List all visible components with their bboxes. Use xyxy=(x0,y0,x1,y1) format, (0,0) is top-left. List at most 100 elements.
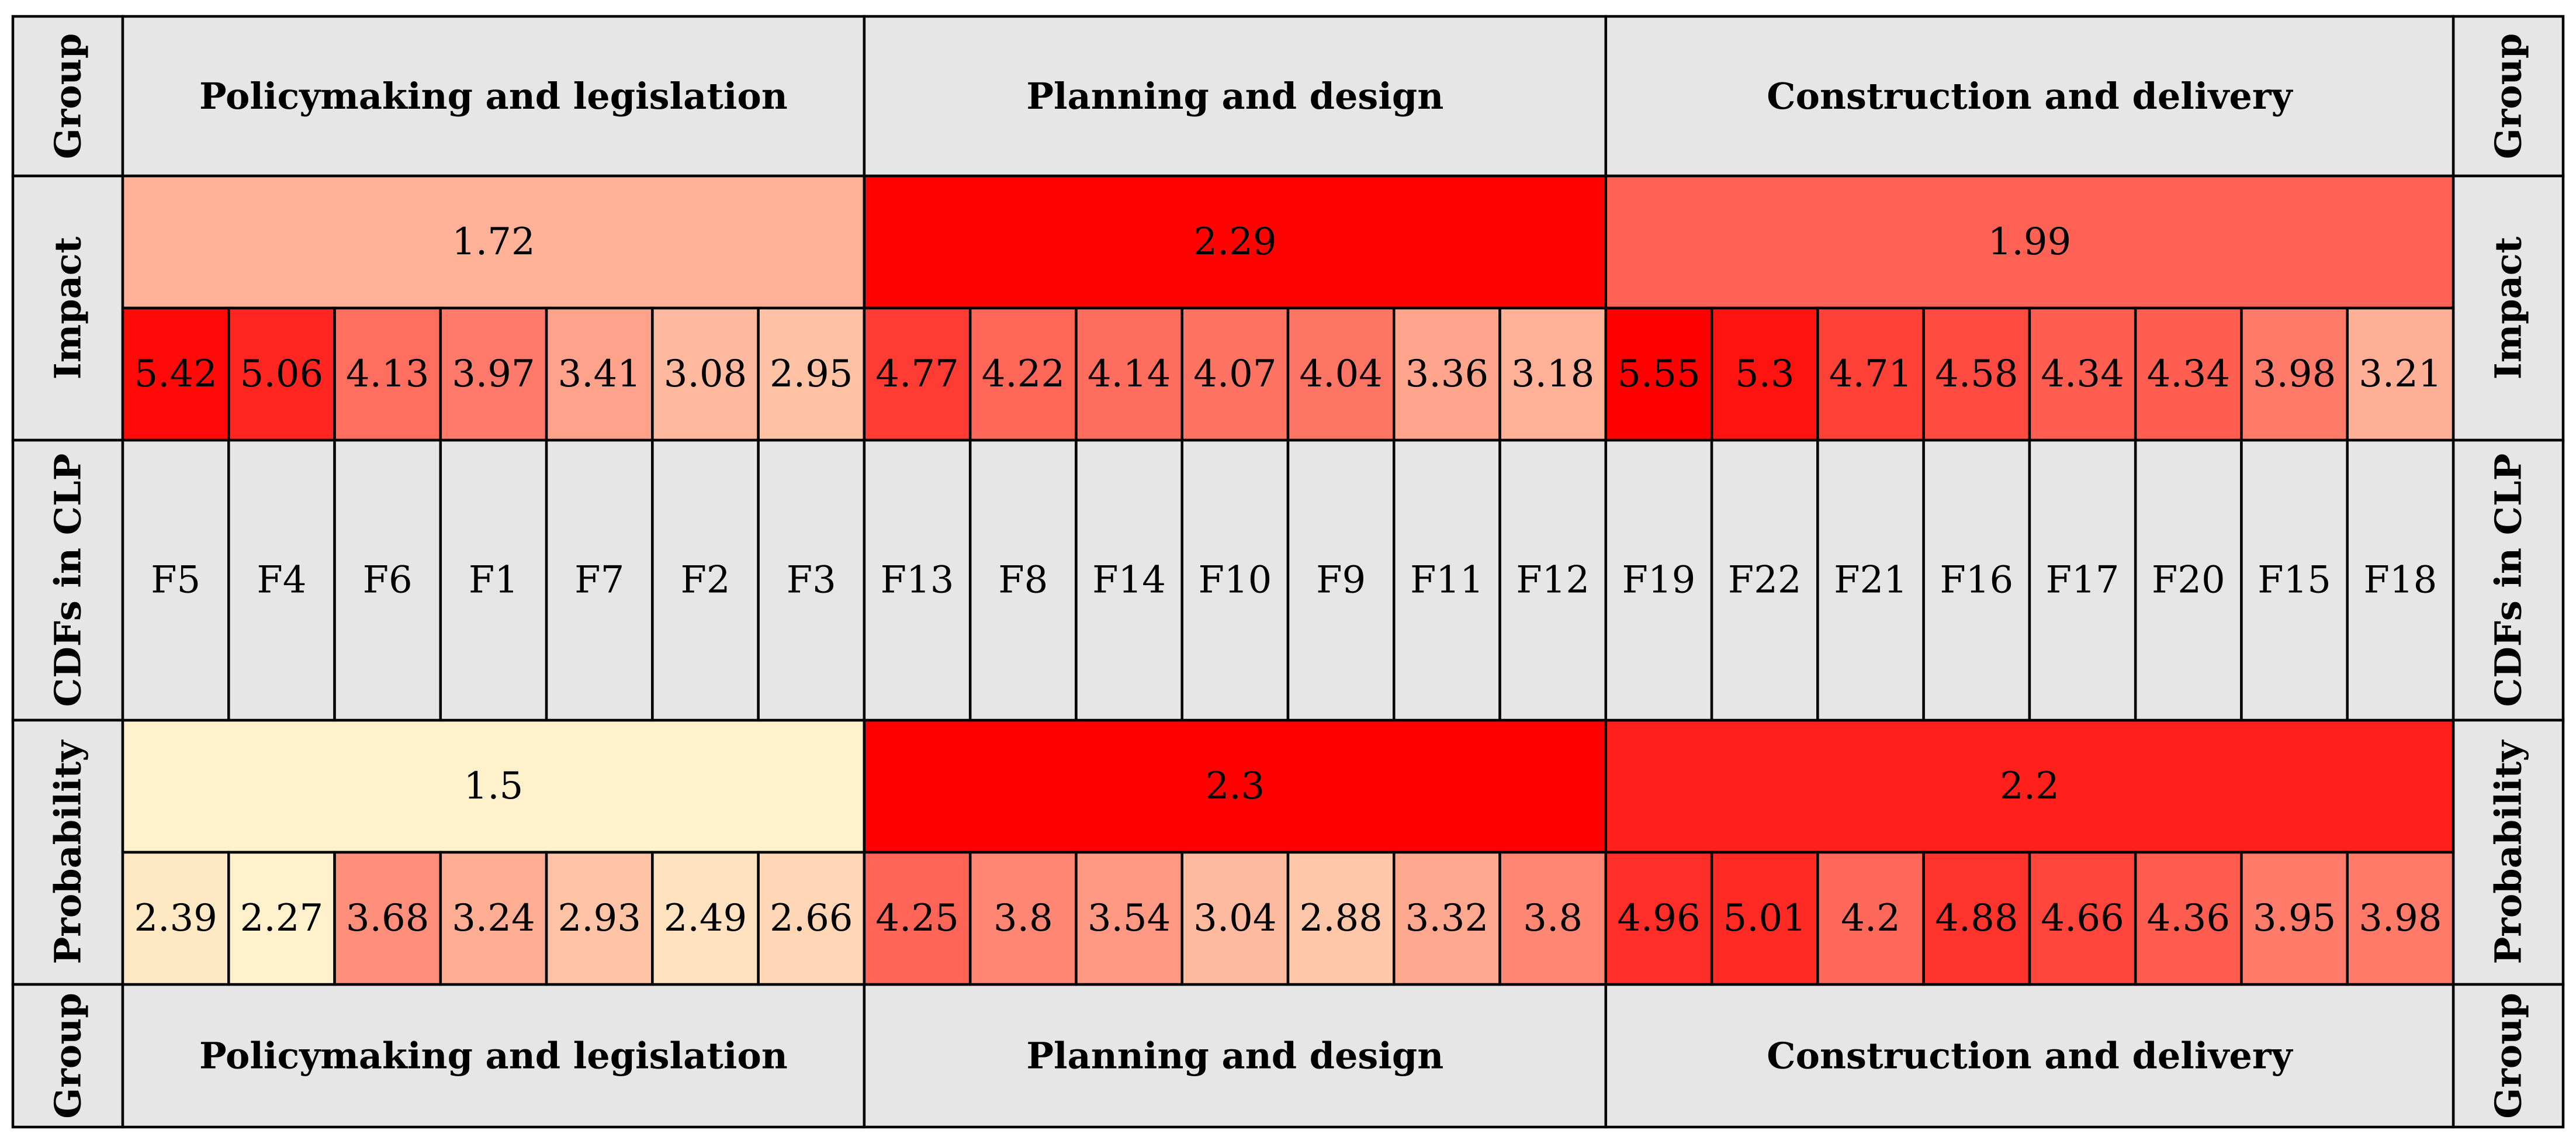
factor-f7-probability-label: 2.93 xyxy=(558,897,641,940)
row-label-group-right-text: Group xyxy=(2487,33,2530,159)
factor-f9-name-cell xyxy=(1286,438,1396,722)
group-1-name-bottom: Policymaking and legislation xyxy=(199,1035,788,1077)
group-2-impact-cell xyxy=(863,174,1608,310)
row-label-impact-left xyxy=(11,174,124,442)
factor-f7-impact-label: 3.41 xyxy=(558,352,641,396)
factor-f4-probability-label: 2.27 xyxy=(240,897,324,940)
factor-f20-probability-label: 4.36 xyxy=(2147,897,2231,940)
factor-f5-name-label: F5 xyxy=(151,559,200,602)
factor-f8-probability-cell xyxy=(968,851,1078,986)
factor-f22-impact-label: 5.3 xyxy=(1735,352,1795,396)
factor-f8-impact-label: 4.22 xyxy=(982,352,1065,396)
group-2-name-bottom: Planning and design xyxy=(1026,1035,1443,1077)
factor-f21-impact-label: 4.71 xyxy=(1829,352,1913,396)
row-label-group-left-text: Group xyxy=(47,33,89,159)
factor-f12-probability-cell xyxy=(1498,851,1608,986)
factor-f21-probability-cell xyxy=(1816,851,1925,986)
factor-f19-impact-label: 5.55 xyxy=(1617,352,1701,396)
factor-f12-impact-label: 3.18 xyxy=(1511,352,1595,396)
factor-f14-impact-label: 4.14 xyxy=(1088,352,1171,396)
factor-f13-probability-cell xyxy=(863,851,972,986)
factor-f11-impact-cell xyxy=(1393,306,1501,442)
factor-f11-probability-label: 3.32 xyxy=(1405,897,1489,940)
group-1-name-top: Policymaking and legislation xyxy=(199,75,788,117)
factor-f15-probability-cell xyxy=(2240,851,2349,986)
factor-f4-name-label: F4 xyxy=(257,559,306,602)
group-1-impact-label: 1.72 xyxy=(452,220,535,264)
factor-f21-name-label: F21 xyxy=(1834,559,1907,602)
factor-f18-probability-label: 3.98 xyxy=(2359,897,2442,940)
row-label-cdfs-left-text: CDFs in CLP xyxy=(47,454,89,707)
factor-f17-impact-label: 4.34 xyxy=(2041,352,2124,396)
factor-f7-probability-cell xyxy=(545,851,654,986)
factor-f22-probability-cell xyxy=(1710,851,1819,986)
factor-f10-name-cell xyxy=(1180,438,1290,722)
factor-f6-impact-cell xyxy=(333,306,442,442)
row-label-probability-left-text: Probability xyxy=(47,739,89,965)
factor-f13-impact-cell xyxy=(863,306,972,442)
factor-f15-impact-cell xyxy=(2240,306,2349,442)
factor-f11-name-label: F11 xyxy=(1410,559,1484,602)
row-label-impact-right-text: Impact xyxy=(2487,236,2530,379)
factor-f5-probability-cell xyxy=(121,851,230,986)
factor-f1-probability-label: 3.24 xyxy=(452,897,535,940)
factor-f6-probability-cell xyxy=(333,851,442,986)
row-label-group-bottom-right xyxy=(2452,983,2565,1129)
factor-f10-probability-cell xyxy=(1180,851,1290,986)
row-label-group-bottom-left xyxy=(11,983,124,1129)
factor-f1-name-label: F1 xyxy=(469,559,518,602)
factor-f16-impact-cell xyxy=(1922,306,2031,442)
factor-f10-impact-cell xyxy=(1180,306,1290,442)
factor-f16-probability-label: 4.88 xyxy=(1935,897,2018,940)
factor-f2-probability-label: 2.49 xyxy=(664,897,747,940)
factor-f18-impact-label: 3.21 xyxy=(2359,352,2442,396)
row-label-group-left xyxy=(11,15,124,178)
factor-f10-impact-label: 4.07 xyxy=(1193,352,1277,396)
factor-f15-impact-label: 3.98 xyxy=(2253,352,2336,396)
group-3-impact-label: 1.99 xyxy=(1988,220,2072,264)
factor-f7-name-cell xyxy=(545,438,654,722)
factor-f17-name-label: F17 xyxy=(2046,559,2120,602)
factor-f14-probability-label: 3.54 xyxy=(1088,897,1171,940)
factor-f3-name-label: F3 xyxy=(787,559,836,602)
factor-f4-impact-label: 5.06 xyxy=(240,352,324,396)
row-label-cdfs-right-text: CDFs in CLP xyxy=(2487,454,2530,707)
factor-f16-name-cell xyxy=(1922,438,2031,722)
row-label-group-bottom-left-text: Group xyxy=(47,993,89,1118)
group-3-name-top-cell xyxy=(1604,15,2455,178)
factor-f12-name-label: F12 xyxy=(1516,559,1590,602)
factor-f9-impact-label: 4.04 xyxy=(1299,352,1383,396)
group-3-name-bottom: Construction and delivery xyxy=(1767,1035,2293,1077)
factor-f14-probability-cell xyxy=(1075,851,1183,986)
factor-f6-impact-label: 4.13 xyxy=(346,352,430,396)
factor-f5-impact-label: 5.42 xyxy=(134,352,217,396)
factor-f15-probability-label: 3.95 xyxy=(2253,897,2336,940)
factor-f9-name-label: F9 xyxy=(1316,559,1366,602)
factor-f19-name-cell xyxy=(1604,438,1713,722)
factor-f6-name-label: F6 xyxy=(363,559,413,602)
factor-f3-probability-cell xyxy=(757,851,866,986)
factor-f21-probability-label: 4.2 xyxy=(1841,897,1900,940)
factor-f14-name-label: F14 xyxy=(1092,559,1166,602)
group-1-probability-label: 1.5 xyxy=(464,765,524,808)
factor-f7-name-label: F7 xyxy=(574,559,624,602)
factor-f15-name-cell xyxy=(2240,438,2349,722)
group-2-probability-label: 2.3 xyxy=(1205,765,1265,808)
factor-f11-name-cell xyxy=(1393,438,1501,722)
factor-f11-probability-cell xyxy=(1393,851,1501,986)
factor-f3-name-cell xyxy=(757,438,866,722)
group-3-name-bottom-cell xyxy=(1604,983,2455,1129)
factor-f8-name-label: F8 xyxy=(998,559,1048,602)
factor-f22-probability-label: 5.01 xyxy=(1723,897,1806,940)
factor-f16-name-label: F16 xyxy=(1940,559,2013,602)
factor-f16-probability-cell xyxy=(1922,851,2031,986)
factor-f16-impact-label: 4.58 xyxy=(1935,352,2018,396)
factor-f2-name-cell xyxy=(651,438,760,722)
factor-f10-name-label: F10 xyxy=(1198,559,1272,602)
factor-f17-name-cell xyxy=(2028,438,2137,722)
row-label-impact-left-text: Impact xyxy=(47,236,89,379)
row-label-group-bottom-right-text: Group xyxy=(2487,993,2530,1118)
factor-f18-name-cell xyxy=(2346,438,2455,722)
factor-f20-name-cell xyxy=(2134,438,2243,722)
